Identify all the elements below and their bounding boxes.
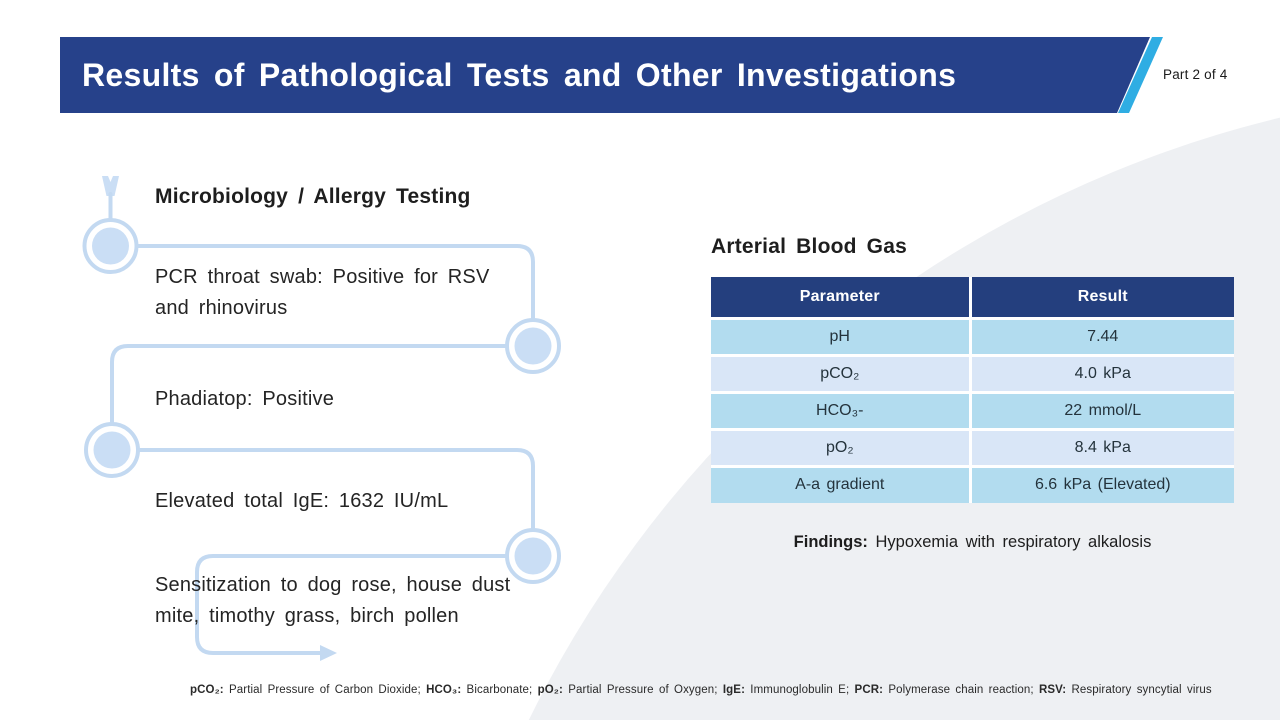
abg-header-parameter: Parameter [711,277,972,318]
flow-node [84,422,140,478]
flow-item-sensitization: Sensitization to dog rose, house dust mi… [155,574,511,627]
abg-result-cell: 8.4 kPa [970,427,1234,466]
abg-param-cell: HCO₃- [711,390,972,429]
abg-table-header-row: Parameter Result [711,277,1234,318]
table-row-pco2: pCO₂ 4.0 kPa [711,353,1234,392]
flow-node [82,218,139,274]
abg-param-cell: pCO₂ [711,353,972,392]
footer-segment: Partial Pressure of Oxygen; [562,684,723,696]
page-title: Results of Pathological Tests and Other … [82,57,957,93]
footer-segment: IgE: [722,684,745,696]
title-banner: Results of Pathological Tests and Other … [60,37,1150,113]
flow-item-phadiatop: Phadiatop: Positive [155,388,335,410]
abg-header-result: Result [970,277,1234,318]
flow-item-pcr: PCR throat swab: Positive for RSV and rh… [155,266,490,319]
flow-section-heading: Microbiology / Allergy Testing [155,185,471,208]
abg-param-cell: pO₂ [711,427,972,466]
abg-result-cell: 4.0 kPa [970,353,1234,392]
abg-table: Parameter Result pH 7.44 pCO₂ 4.0 kPa HC… [711,277,1234,503]
flow-item-ige: Elevated total IgE: 1632 IU/mL [155,490,449,512]
flow-path [82,176,561,661]
footer-segment: pO₂: [537,684,563,696]
findings-label: Findings: [793,533,868,551]
footer-segment: pCO₂: [190,684,224,696]
flow-node [505,318,561,374]
findings-line: Findings: Hypoxemia with respiratory alk… [711,533,1234,552]
footer-segment: Bicarbonate; [461,684,538,696]
abg-param-cell: pH [711,316,972,355]
table-row-hco3: HCO₃- 22 mmol/L [711,390,1234,429]
footer-segment: Immunoglobulin E; [745,684,855,696]
footer-segment: Polymerase chain reaction; [883,684,1039,696]
abg-result-cell: 22 mmol/L [970,390,1234,429]
flow-node [505,528,561,584]
footer-segment: Partial Pressure of Carbon Dioxide; [223,684,427,696]
abg-section-heading: Arterial Blood Gas [711,235,907,258]
table-row-aa-gradient: A-a gradient 6.6 kPa (Elevated) [711,464,1234,503]
abg-result-cell: 6.6 kPa (Elevated) [970,464,1234,503]
footer-segment: HCO₃: [426,684,462,696]
table-row-ph: pH 7.44 [711,316,1234,355]
part-label: Part 2 of 4 [1163,67,1228,82]
footer-segment: RSV: [1038,684,1067,696]
abg-result-cell: 7.44 [970,316,1234,355]
table-row-po2: pO₂ 8.4 kPa [711,427,1234,466]
footer-abbreviations: pCO₂: Partial Pressure of Carbon Dioxide… [190,684,1212,696]
findings-text: Hypoxemia with respiratory alkalosis [875,533,1152,551]
footer-segment: PCR: [854,684,884,696]
footer-segment: Respiratory syncytial virus [1066,684,1212,696]
flow-marker-icon [102,176,119,196]
flow-arrow-icon [320,645,337,661]
abg-param-cell: A-a gradient [711,464,972,503]
